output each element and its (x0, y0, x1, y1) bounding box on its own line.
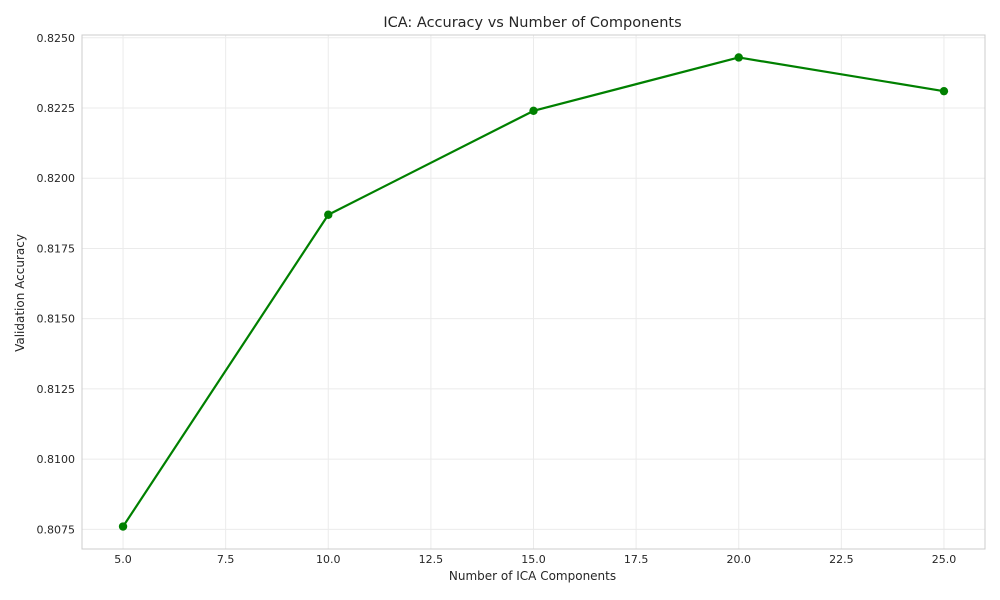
plot-frame (81, 34, 986, 550)
x-tick-label: 7.5 (217, 553, 235, 566)
data-point (529, 106, 538, 116)
y-tick-label: 0.8250 (37, 32, 76, 45)
y-tick-label: 0.8100 (37, 453, 76, 466)
y-tick-label: 0.8175 (37, 242, 76, 255)
x-tick-label: 5.0 (114, 553, 132, 566)
y-axis-ticks: 0.8075 0.8100 0.8125 0.8150 0.8175 0.8200 0.82… (37, 32, 76, 537)
chart-title: ICA: Accuracy vs Number of Components (383, 15, 681, 31)
y-tick-label: 0.8200 (37, 172, 76, 185)
x-tick-label: 12.5 (419, 553, 444, 566)
y-axis-title: Validation Accuracy (13, 234, 27, 352)
grid (82, 35, 985, 549)
data-point (939, 86, 949, 96)
y-tick-label: 0.8125 (37, 383, 76, 396)
y-tick-label: 0.8075 (37, 523, 76, 536)
x-tick-label: 20.0 (726, 553, 751, 566)
y-tick-label: 0.8150 (37, 313, 76, 326)
data-point (118, 522, 128, 531)
x-axis-title: Number of ICA Components (449, 569, 616, 583)
x-tick-label: 15.0 (521, 553, 546, 566)
x-tick-label: 22.5 (829, 553, 854, 566)
x-tick-label: 25.0 (932, 553, 957, 566)
x-tick-label: 10.0 (316, 553, 341, 566)
data-point (734, 53, 743, 62)
x-tick-label: 17.5 (624, 553, 649, 566)
series (118, 53, 949, 531)
data-point (324, 210, 333, 219)
y-tick-label: 0.8225 (37, 102, 76, 115)
x-axis-ticks: 5.0 7.5 10.0 12.5 15.0 17.5 20.0 22.5 25.0 (114, 553, 956, 566)
